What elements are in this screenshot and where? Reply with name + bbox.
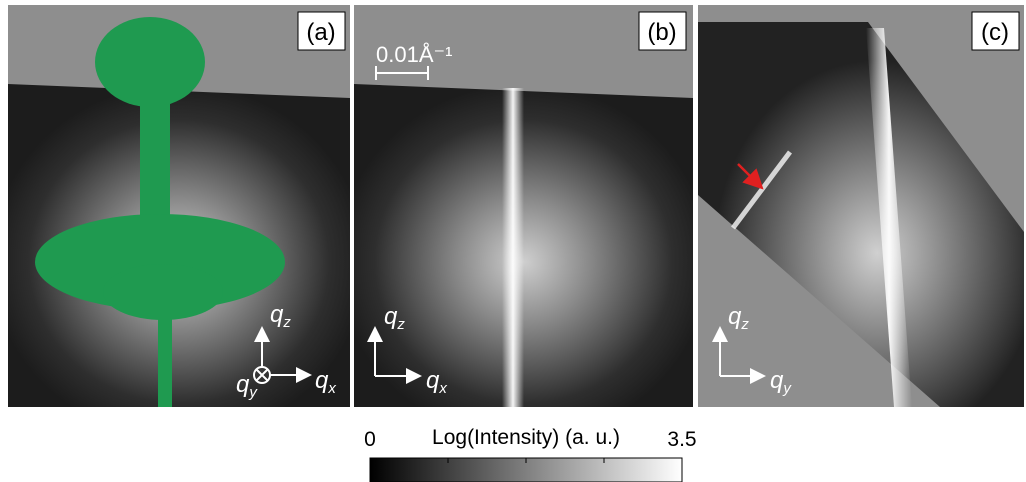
panel-label: (c) (981, 19, 1009, 46)
into-page-symbol (255, 368, 269, 382)
panel-label-box (297, 11, 346, 51)
axis-subscript: y (248, 384, 258, 401)
red-arrow (737, 163, 764, 190)
axis-label: qx (426, 367, 447, 397)
axis-label: qx (315, 367, 336, 397)
into-page-symbol (253, 366, 271, 384)
colorbar-title: Log(Intensity) (a. u.) (432, 426, 620, 449)
axis-label: qy (770, 367, 792, 397)
specular-streak (866, 28, 912, 407)
axis-symbol: q (315, 367, 329, 394)
axis-label: qz (728, 303, 749, 333)
axis-label: qz (384, 303, 405, 333)
colorbar: Log(Intensity) (a. u.) 0 3.5 (364, 426, 697, 482)
colorbar-tick-label: 0 (364, 428, 376, 451)
scale-bar (375, 66, 429, 80)
axis-subscript: z (740, 316, 749, 333)
axis-symbol: q (270, 301, 284, 328)
panel-b: (b) 0.01Å⁻¹ qz qx (354, 5, 693, 407)
axis-label: qy (236, 371, 258, 401)
axis-symbol: q (770, 367, 784, 394)
axis-symbol: q (384, 303, 398, 330)
axis-subscript: z (396, 316, 405, 333)
axis-subscript: x (327, 380, 336, 397)
axis-symbol: q (426, 367, 440, 394)
axis-symbol: q (236, 371, 250, 398)
scale-bar-label: 0.01Å⁻¹ (376, 42, 452, 67)
panel-c: (c) qz qy (698, 5, 1024, 407)
panel-a: (a) qz qx qy (8, 5, 350, 407)
specular-streak (502, 88, 524, 407)
axis-subscript: z (282, 314, 291, 331)
model-overlay (35, 17, 285, 407)
bright-streak (731, 150, 792, 230)
panel-label: (b) (647, 19, 676, 46)
axis-subscript: x (438, 380, 447, 397)
axis-subscript: y (782, 380, 792, 397)
panel-label-box (971, 11, 1020, 51)
panel-label-box (638, 11, 687, 51)
panel-label: (a) (306, 19, 335, 46)
axis-symbol: q (728, 303, 742, 330)
colorbar-tick-label: 3.5 (667, 428, 696, 451)
scattering-region (698, 22, 1024, 407)
axis-label: qz (270, 301, 291, 331)
